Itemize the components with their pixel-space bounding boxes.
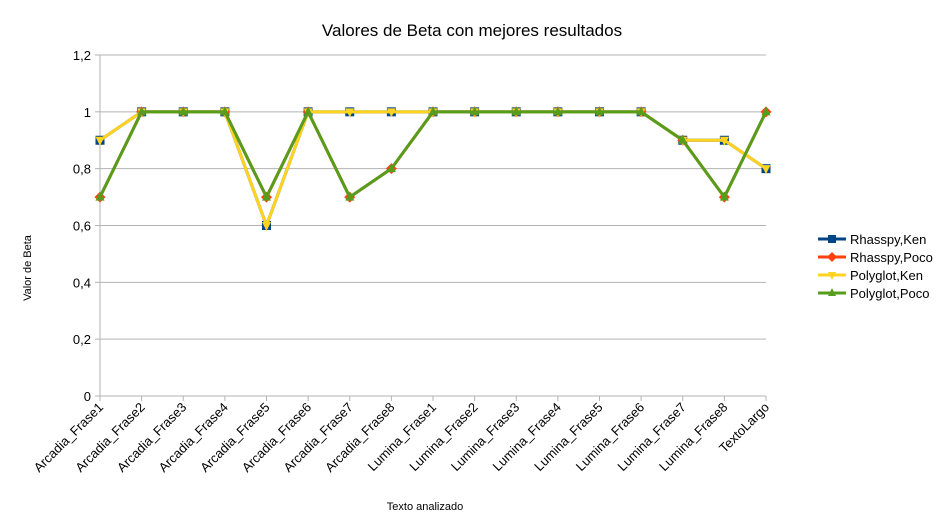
series-layer (94, 106, 772, 231)
data-point (719, 136, 729, 146)
data-point (220, 106, 230, 116)
data-point (345, 191, 355, 201)
legend-marker (828, 235, 836, 243)
y-tick-label: 1,2 (73, 48, 91, 63)
x-tick-label: Arcadia_Frase1 (31, 400, 107, 476)
series-polyglot-ken (95, 108, 771, 231)
data-point (95, 191, 105, 201)
data-point (511, 106, 521, 116)
y-tick-label: 1 (84, 105, 91, 120)
x-axis-label: Texto analizado (387, 501, 463, 513)
data-point (262, 191, 271, 201)
data-point (595, 106, 604, 116)
data-point (761, 106, 771, 116)
y-tick-label: 0,4 (73, 275, 91, 290)
legend-item: Polyglot,Poco (818, 286, 930, 301)
data-point (178, 106, 188, 116)
data-point (386, 163, 396, 173)
y-tick-label: 0,6 (73, 219, 91, 234)
legend-marker (828, 272, 836, 280)
legend: Rhasspy,Ken Rhasspy,Poco Polyglot,Ken Polyg… (818, 232, 933, 301)
data-point (678, 134, 688, 144)
y-tick-label: 0 (84, 389, 91, 404)
data-point (345, 108, 355, 118)
axes (95, 54, 767, 401)
data-point (470, 106, 480, 116)
series-rhasspy-poco (94, 106, 772, 203)
y-tick-label: 0,2 (73, 332, 91, 347)
legend-label: Rhasspy,Ken (850, 232, 926, 247)
data-point (761, 165, 771, 175)
data-point (386, 108, 396, 118)
chart-title: Valores de Beta con mejores resultados (322, 21, 622, 40)
gridlines (100, 54, 766, 397)
series-line (98, 110, 768, 199)
series-polyglot-poco (95, 106, 771, 201)
legend-label: Polyglot,Ken (850, 268, 923, 283)
data-point (262, 222, 271, 231)
data-point (553, 106, 563, 116)
y-axis-label: Valor de Beta (22, 234, 34, 301)
data-point (636, 106, 646, 116)
legend-label: Rhasspy,Poco (850, 250, 933, 265)
data-point (719, 191, 729, 201)
y-tick-label: 0,8 (73, 162, 91, 177)
data-point (303, 106, 313, 116)
series-line (98, 110, 768, 199)
data-point (428, 106, 438, 116)
legend-item: Polyglot,Ken (818, 268, 923, 283)
data-point (95, 136, 105, 146)
legend-item: Rhasspy,Poco (818, 250, 933, 265)
data-point (137, 106, 147, 116)
legend-label: Polyglot,Poco (850, 286, 930, 301)
legend-item: Rhasspy,Ken (818, 232, 926, 247)
legend-marker (828, 288, 836, 296)
legend-marker (827, 252, 837, 262)
